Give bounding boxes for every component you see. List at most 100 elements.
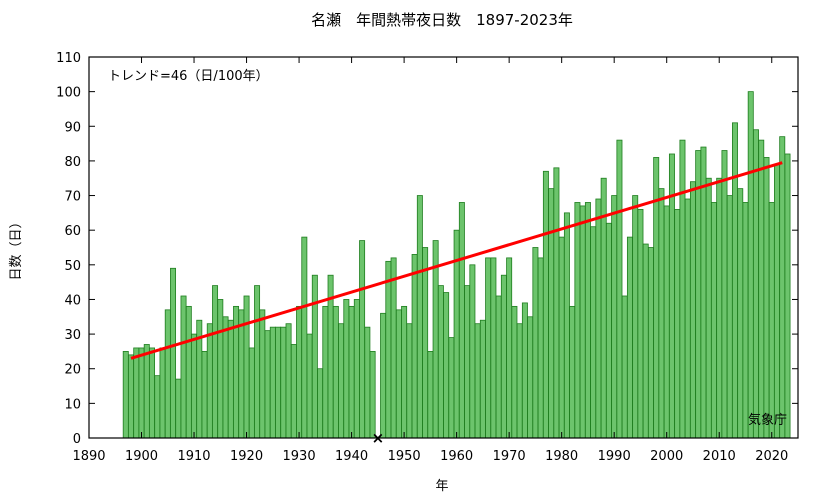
bar-1978 — [548, 188, 555, 439]
bar-1915 — [217, 299, 224, 439]
bar-1912 — [201, 351, 208, 439]
y-axis-title: 日数（日） — [9, 215, 24, 280]
bar-1926 — [275, 326, 282, 439]
y-tick-label-80: 80 — [64, 155, 81, 170]
bar-1956 — [432, 240, 439, 439]
x-tick-label-1950: 1950 — [388, 449, 421, 464]
bar-1990 — [611, 195, 618, 439]
bar-1931 — [301, 236, 308, 439]
bar-1974 — [527, 316, 534, 439]
x-tick-label-1920: 1920 — [230, 449, 263, 464]
bar-1999 — [658, 188, 665, 439]
bar-1986 — [590, 226, 597, 439]
bar-2017 — [753, 129, 759, 439]
bar-1907 — [175, 378, 182, 439]
bar-1971 — [511, 305, 518, 439]
bar-2012 — [726, 195, 733, 439]
bar-1973 — [521, 302, 528, 439]
bar-1981 — [563, 212, 570, 439]
x-tick-label-2000: 2000 — [650, 449, 683, 464]
bar-2010 — [716, 177, 723, 439]
bar-1914 — [212, 285, 219, 439]
bar-1946 — [380, 312, 387, 439]
x-tick-label-1980: 1980 — [545, 449, 578, 464]
bar-1977 — [542, 170, 549, 439]
bar-1954 — [422, 247, 429, 439]
bar-2002 — [674, 208, 681, 439]
bar-1903 — [154, 375, 161, 439]
y-tick-label-20: 20 — [64, 363, 81, 378]
bar-2008 — [705, 177, 712, 439]
bar-1909 — [185, 305, 192, 439]
bar-2005 — [689, 181, 696, 439]
bar-1904 — [159, 347, 166, 439]
bar-1958 — [443, 292, 450, 439]
bar-1935 — [322, 305, 329, 439]
bar-2004 — [684, 198, 691, 439]
bar-1900 — [138, 347, 145, 439]
bar-1950 — [401, 305, 408, 439]
bar-2006 — [695, 150, 702, 439]
bar-2011 — [721, 150, 728, 439]
bar-1947 — [385, 260, 392, 439]
bar-1972 — [516, 323, 523, 439]
bar-1976 — [537, 257, 544, 439]
chart-title: 名瀬 年間熱帯夜日数 1897-2023年 — [311, 11, 573, 29]
bars-group: × — [122, 91, 791, 447]
bar-1919 — [238, 309, 245, 439]
bar-1937 — [332, 305, 339, 439]
bar-1987 — [595, 198, 602, 439]
bar-1939 — [343, 299, 350, 439]
y-tick-label-60: 60 — [64, 224, 81, 239]
x-tick-label-1960: 1960 — [440, 449, 473, 464]
bar-1967 — [490, 257, 497, 439]
y-tick-label-100: 100 — [56, 86, 81, 101]
bar-1925 — [269, 326, 276, 439]
bar-2013 — [732, 122, 738, 439]
bar-1995 — [637, 208, 644, 439]
bar-1898 — [128, 354, 134, 439]
bar-1966 — [485, 257, 492, 439]
x-tick-label-1890: 1890 — [72, 449, 105, 464]
bar-1962 — [464, 285, 471, 439]
bar-2020 — [768, 202, 775, 439]
y-tick-label-40: 40 — [64, 293, 81, 308]
bar-1943 — [364, 326, 371, 439]
bar-1993 — [626, 236, 633, 439]
bar-1997 — [647, 247, 654, 439]
bar-1994 — [632, 195, 639, 439]
bar-1905 — [164, 309, 171, 439]
source-label: 気象庁 — [748, 412, 787, 428]
bar-1979 — [553, 167, 560, 439]
y-tick-label-50: 50 — [64, 259, 81, 274]
x-tick-label-2010: 2010 — [703, 449, 736, 464]
bar-2003 — [679, 139, 686, 439]
bar-1952 — [411, 254, 418, 439]
bar-1920 — [243, 295, 250, 439]
bar-1992 — [621, 295, 628, 439]
bar-1916 — [222, 316, 229, 439]
x-tick-label-1990: 1990 — [598, 449, 631, 464]
bar-2023 — [784, 153, 791, 439]
trend-label: トレンド=46（日/100年） — [108, 69, 269, 84]
bar-1969 — [500, 274, 507, 439]
bar-1951 — [406, 323, 413, 439]
bar-1964 — [474, 323, 481, 439]
y-tick-label-70: 70 — [64, 190, 81, 205]
bar-1921 — [248, 347, 255, 439]
bar-1933 — [311, 274, 318, 439]
bar-2000 — [663, 205, 670, 439]
bar-1961 — [458, 202, 465, 439]
bar-1922 — [254, 285, 261, 439]
bar-1985 — [584, 202, 591, 439]
bar-1949 — [395, 309, 402, 439]
plot-frame — [88, 56, 799, 439]
bar-1940 — [348, 305, 355, 439]
bar-1941 — [353, 299, 360, 439]
bar-2022 — [779, 136, 786, 439]
bar-1901 — [143, 344, 150, 439]
bar-1913 — [206, 323, 213, 439]
bar-1932 — [306, 333, 313, 439]
bar-2021 — [774, 163, 780, 439]
x-tick-label-1900: 1900 — [125, 449, 158, 464]
